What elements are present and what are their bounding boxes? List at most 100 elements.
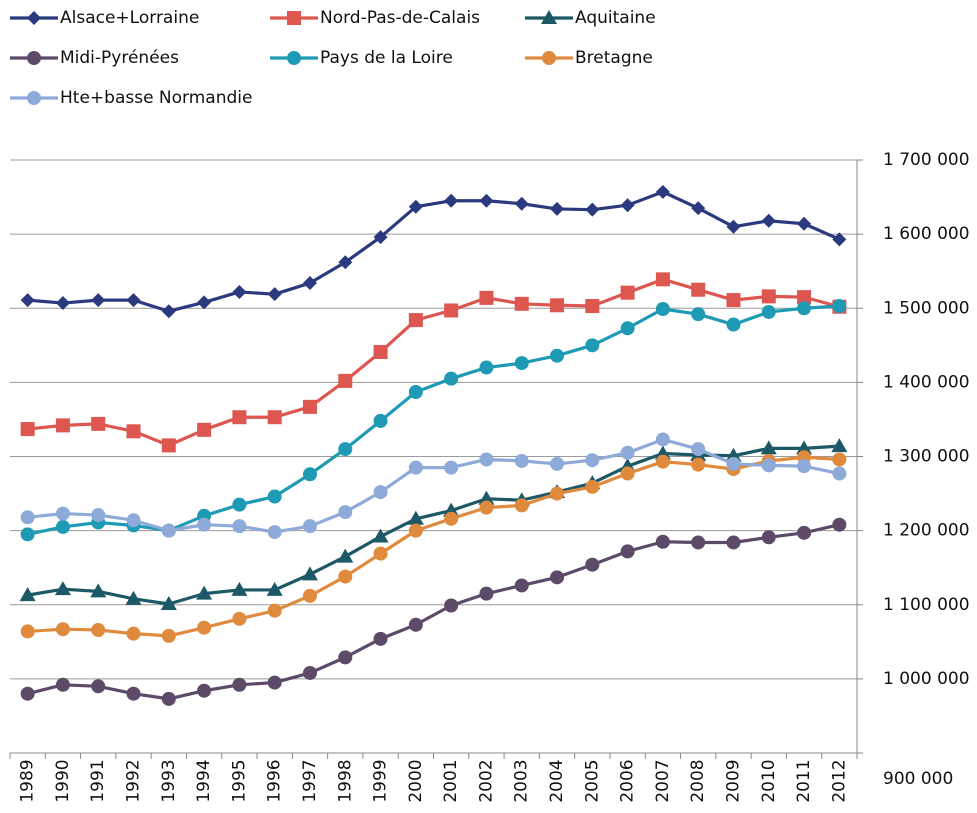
marker <box>585 202 600 217</box>
marker <box>161 691 176 706</box>
legend-item: Midi-Pyrénées <box>10 48 179 68</box>
x-tick-label: 2001 <box>441 759 461 802</box>
marker <box>287 51 301 65</box>
x-tick-label: 1990 <box>53 759 73 802</box>
marker <box>620 466 635 481</box>
marker <box>338 569 353 584</box>
marker <box>126 686 141 701</box>
marker <box>197 620 212 635</box>
x-tick-label: 1995 <box>229 759 249 802</box>
x-tick-label: 2004 <box>547 759 567 802</box>
marker <box>655 454 670 469</box>
marker <box>197 422 212 437</box>
marker <box>585 453 600 468</box>
marker <box>20 624 35 639</box>
marker <box>408 199 423 214</box>
marker <box>91 508 106 523</box>
marker <box>797 290 812 305</box>
marker <box>479 500 494 515</box>
marker <box>444 371 459 386</box>
series-line <box>27 437 840 534</box>
legend-item: Nord-Pas-de-Calais <box>270 8 480 28</box>
marker <box>620 544 635 559</box>
marker <box>620 285 635 300</box>
marker <box>514 453 529 468</box>
marker <box>760 440 777 455</box>
marker <box>797 301 812 316</box>
legend-item: Hte+basse Normandie <box>10 88 252 108</box>
marker <box>19 587 36 602</box>
marker <box>691 307 706 322</box>
marker <box>27 11 41 25</box>
marker <box>514 498 529 513</box>
marker <box>266 581 283 596</box>
x-tick-label: 1999 <box>371 759 391 802</box>
marker <box>550 486 565 501</box>
marker <box>373 485 388 500</box>
marker <box>161 523 176 538</box>
marker <box>55 418 70 433</box>
marker <box>55 506 70 521</box>
marker <box>20 686 35 701</box>
marker <box>90 583 107 598</box>
marker <box>161 438 176 453</box>
marker <box>287 11 301 25</box>
marker <box>620 198 635 213</box>
marker <box>338 373 353 388</box>
marker <box>691 201 706 216</box>
marker <box>655 272 670 287</box>
x-tick-label: 2011 <box>794 759 814 802</box>
marker <box>232 519 247 534</box>
series-line <box>27 304 840 536</box>
marker <box>478 490 495 505</box>
marker <box>444 303 459 318</box>
marker <box>761 458 776 473</box>
marker <box>726 535 741 550</box>
marker <box>726 317 741 332</box>
marker <box>55 519 70 534</box>
marker <box>797 525 812 540</box>
legend-item: Pays de la Loire <box>270 48 453 68</box>
marker <box>797 459 812 474</box>
marker <box>161 628 176 643</box>
marker <box>408 523 423 538</box>
marker <box>726 293 741 308</box>
marker <box>444 598 459 613</box>
marker <box>550 298 565 313</box>
marker <box>20 527 35 542</box>
marker <box>832 466 847 481</box>
marker <box>444 460 459 475</box>
marker <box>479 586 494 601</box>
legend-label: Midi-Pyrénées <box>60 48 179 68</box>
marker <box>691 535 706 550</box>
marker <box>232 284 247 299</box>
marker <box>20 510 35 525</box>
marker <box>585 557 600 572</box>
marker <box>479 193 494 208</box>
marker <box>372 528 389 543</box>
marker <box>726 456 741 471</box>
marker <box>761 213 776 228</box>
marker <box>126 513 141 528</box>
marker <box>27 91 41 105</box>
marker <box>620 321 635 336</box>
marker <box>338 442 353 457</box>
marker <box>514 196 529 211</box>
series-line <box>27 444 840 606</box>
y-tick-label: 1 200 000 <box>883 521 970 541</box>
marker <box>126 424 141 439</box>
marker <box>373 546 388 561</box>
legend-label: Alsace+Lorraine <box>60 8 199 28</box>
marker <box>301 566 318 581</box>
marker <box>267 525 282 540</box>
marker <box>514 356 529 371</box>
marker <box>55 622 70 637</box>
marker <box>761 530 776 545</box>
marker <box>655 301 670 316</box>
marker <box>91 416 106 431</box>
marker <box>655 432 670 447</box>
marker <box>550 348 565 363</box>
marker <box>726 219 741 234</box>
marker <box>408 385 423 400</box>
marker <box>267 410 282 425</box>
